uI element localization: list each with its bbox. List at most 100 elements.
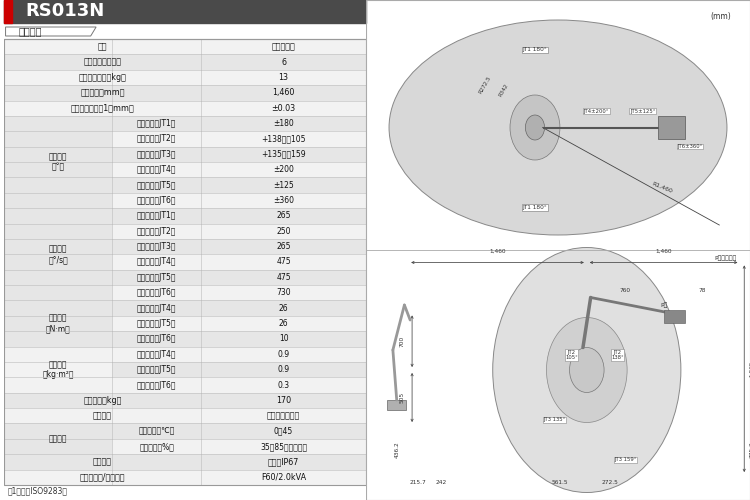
Bar (4, 70, 366, 85)
Bar (664, 310, 685, 322)
Text: 手腕弯曲（JT5）: 手腕弯曲（JT5） (137, 319, 176, 328)
Text: 手腕弯曲（JT5）: 手腕弯曲（JT5） (137, 273, 176, 282)
Text: JT4±200°: JT4±200° (584, 108, 609, 114)
Text: 动作范围
（°）: 动作范围 （°） (49, 152, 68, 172)
Bar (4, 470, 366, 485)
Text: JT3 159°: JT3 159° (614, 458, 637, 462)
Circle shape (547, 318, 627, 422)
Bar (4, 54, 366, 70)
Text: R1,460: R1,460 (650, 181, 673, 194)
Text: 170: 170 (276, 396, 291, 405)
Bar (4, 39, 366, 54)
Bar (4, 424, 112, 454)
Text: JT2
105°: JT2 105° (565, 350, 578, 360)
Text: 垂直多关节: 垂直多关节 (272, 42, 296, 51)
Text: P点: P点 (660, 302, 668, 308)
Text: JT2
138°: JT2 138° (611, 350, 624, 360)
Text: 地面式、吐顶式: 地面式、吐顶式 (267, 412, 300, 420)
Bar (4, 285, 366, 300)
Text: 561.5: 561.5 (551, 480, 568, 485)
Text: 手臂前后（JT2）: 手臂前后（JT2） (137, 226, 176, 235)
Text: RS013N: RS013N (26, 2, 105, 20)
Bar (387, 400, 406, 410)
Text: 730: 730 (276, 288, 291, 298)
Text: 最大负载能力（kg）: 最大负载能力（kg） (79, 73, 127, 82)
Bar (4, 378, 366, 392)
Text: 1,460: 1,460 (489, 249, 506, 254)
Text: 标准规格: 标准规格 (18, 26, 42, 36)
Text: 动作自由度（轴）: 动作自由度（轴） (83, 58, 122, 66)
Text: 26: 26 (279, 304, 289, 312)
Text: 手臂旋转（JT1）: 手臂旋转（JT1） (137, 212, 176, 220)
Text: 结构: 结构 (98, 42, 107, 51)
Text: 0.3: 0.3 (278, 380, 290, 390)
Text: 手腕扭转（JT6）: 手腕扭转（JT6） (137, 196, 176, 205)
Text: P点动作范围: P点动作范围 (714, 255, 736, 260)
Text: 215.7: 215.7 (410, 480, 426, 485)
Text: ±0.03: ±0.03 (272, 104, 296, 112)
Circle shape (525, 115, 544, 140)
Text: JT1 180°: JT1 180° (523, 48, 548, 52)
Ellipse shape (389, 20, 727, 235)
Text: 505: 505 (400, 392, 405, 403)
Text: ±180: ±180 (273, 119, 294, 128)
Text: 13: 13 (278, 73, 289, 82)
Ellipse shape (510, 95, 560, 160)
Text: 手腕旋转（JT4）: 手腕旋转（JT4） (137, 350, 176, 359)
Text: 手腕旋转（JT4）: 手腕旋转（JT4） (137, 165, 176, 174)
Text: 手腕扭转（JT6）: 手腕扭转（JT6） (137, 380, 176, 390)
Text: 1,460: 1,460 (272, 88, 295, 98)
Text: 272.5: 272.5 (602, 480, 618, 485)
Text: 手腕旋转（JT4）: 手腕旋转（JT4） (137, 258, 176, 266)
Text: 安装方式: 安装方式 (93, 412, 112, 420)
Bar (4, 178, 366, 193)
Bar (4, 300, 112, 346)
Text: 760: 760 (620, 288, 631, 292)
Text: 手腕扭转（JT6）: 手腕扭转（JT6） (137, 334, 176, 344)
Bar (4, 392, 366, 408)
Text: 相对湿度（%）: 相对湿度（%） (140, 442, 174, 451)
Text: R272.5: R272.5 (478, 76, 492, 94)
Bar (4, 331, 366, 346)
Text: 手臂上下（JT3）: 手臂上下（JT3） (137, 242, 176, 251)
Text: 6: 6 (281, 58, 286, 66)
Text: 78: 78 (698, 288, 706, 292)
Bar (4, 362, 366, 378)
Bar (4, 132, 366, 146)
Text: 允许扭矩
（N·m）: 允许扭矩 （N·m） (46, 314, 70, 333)
Text: 重复定位精度＊1（mm）: 重复定位精度＊1（mm） (70, 104, 134, 112)
Bar (4, 0, 366, 22)
Text: 安装环境: 安装环境 (49, 434, 68, 444)
Text: 436.2: 436.2 (394, 442, 399, 458)
Text: 0.9: 0.9 (278, 365, 290, 374)
Bar (4, 239, 366, 254)
Text: 手腕旋转（JT4）: 手腕旋转（JT4） (137, 304, 176, 312)
Bar (4, 208, 366, 224)
Text: 35－85（无结露）: 35－85（无结露） (260, 442, 308, 451)
Bar (4, 100, 366, 116)
Bar (4, 346, 112, 393)
Bar (4, 146, 366, 162)
Bar (4, 116, 366, 132)
Text: 允许惯量
（kg·m²）: 允许惯量 （kg·m²） (42, 360, 74, 380)
Text: R342: R342 (499, 82, 510, 98)
Bar (4, 270, 366, 285)
Text: 手臂前后（JT2）: 手臂前后（JT2） (137, 134, 176, 143)
Bar (4, 254, 366, 270)
Text: +135－－159: +135－－159 (261, 150, 306, 159)
Bar (4, 439, 366, 454)
Bar (4, 162, 366, 178)
Bar (4, 346, 366, 362)
Bar (658, 116, 685, 138)
Text: 对应控制柜/电源容量: 对应控制柜/电源容量 (80, 473, 125, 482)
Text: 手臂旋转（JT1）: 手臂旋转（JT1） (137, 119, 176, 128)
Text: 0.9: 0.9 (278, 350, 290, 359)
Text: 最大速度
（°/s）: 最大速度 （°/s） (48, 244, 68, 264)
Text: 700: 700 (400, 336, 405, 347)
Text: ±125: ±125 (273, 180, 294, 190)
Text: 手腕扭转（JT6）: 手腕扭转（JT6） (137, 288, 176, 298)
Bar (4, 224, 366, 239)
Bar (4, 39, 366, 485)
Text: ±360: ±360 (273, 196, 294, 205)
Text: 最大臂展（mm）: 最大臂展（mm） (80, 88, 124, 98)
